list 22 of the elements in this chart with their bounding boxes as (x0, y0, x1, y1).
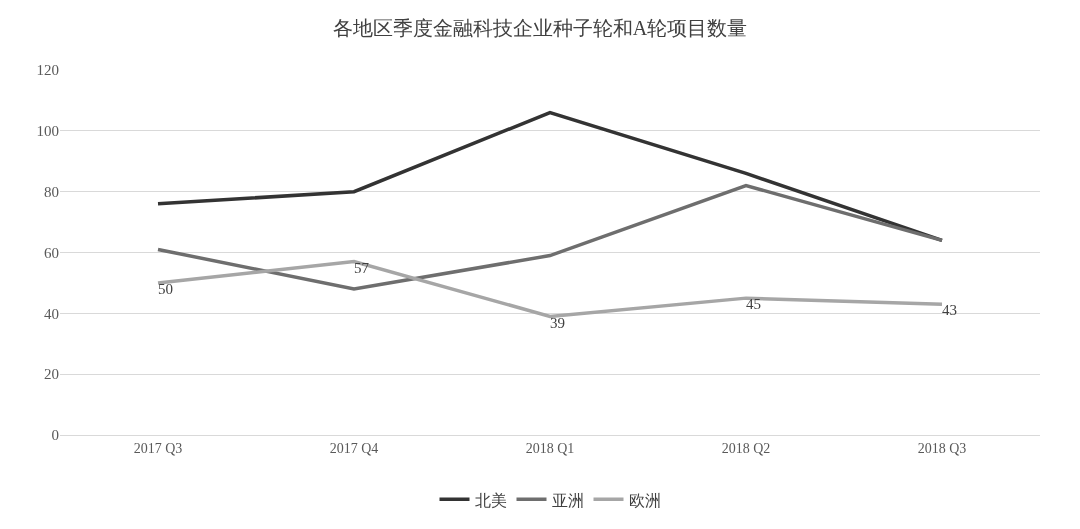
x-tick-label: 2018 Q3 (917, 440, 967, 456)
data-label: 43 (942, 302, 957, 319)
legend-label: 欧洲 (628, 491, 661, 509)
x-tick-label: 2017 Q4 (329, 440, 379, 456)
x-tick-label: 2018 Q2 (721, 440, 771, 456)
chart-title: 各地区季度金融科技企业种子轮和A轮项目数量 (332, 17, 748, 40)
x-tick-label: 2018 Q1 (525, 440, 575, 456)
legend-label: 亚洲 (551, 491, 584, 509)
data-label: 45 (746, 296, 761, 313)
y-tick-label: 60 (44, 244, 59, 261)
y-tick-label: 100 (36, 123, 59, 140)
x-tick-label: 2017 Q3 (133, 440, 183, 456)
y-tick-label: 20 (44, 366, 59, 383)
line-series (156, 259, 944, 319)
data-label: 50 (158, 281, 173, 298)
y-tick-label: 40 (44, 305, 59, 322)
data-label: 39 (550, 314, 565, 331)
y-tick-label: 120 (36, 62, 59, 79)
data-label: 57 (354, 259, 370, 276)
legend-label: 北美 (474, 491, 507, 509)
y-tick-label: 0 (51, 427, 59, 444)
y-tick-label: 80 (44, 183, 59, 200)
